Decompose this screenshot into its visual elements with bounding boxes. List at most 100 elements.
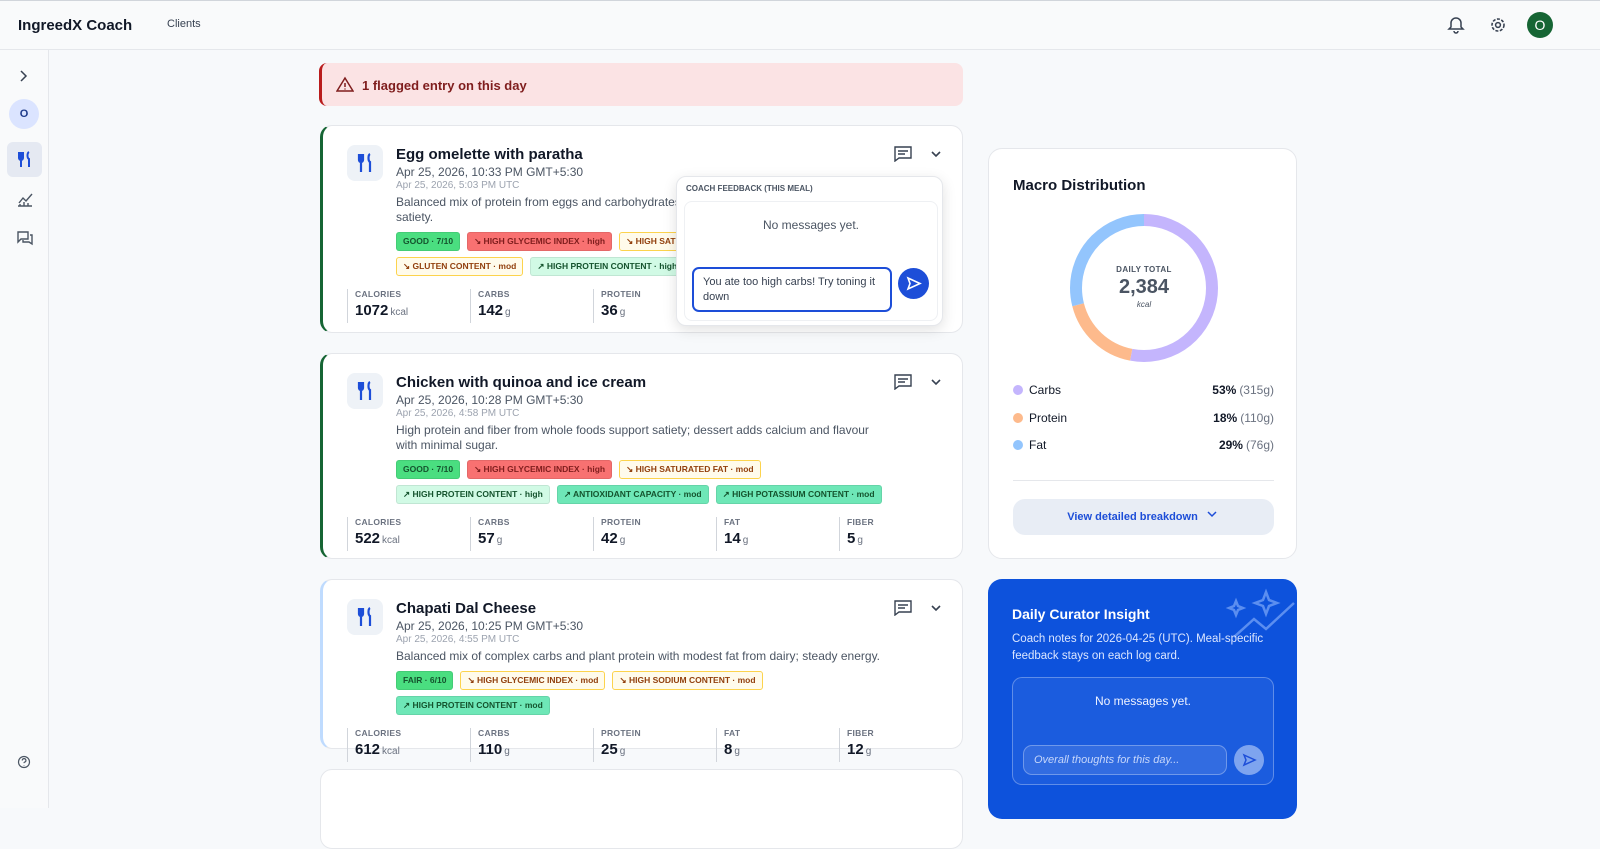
stat-value: 42 g bbox=[601, 530, 641, 547]
stat-value: 25 g bbox=[601, 741, 641, 758]
stat-value: 36 g bbox=[601, 302, 641, 319]
stat-unit: g bbox=[619, 535, 626, 546]
feedback-popup: COACH FEEDBACK (THIS MEAL) No messages y… bbox=[676, 176, 943, 326]
legend-grams: (110g) bbox=[1240, 410, 1274, 425]
stats-row: CALORIES 522 kcal CARBS 57 g PROTEIN 42 g FAT 14 g F… bbox=[347, 517, 938, 557]
legend-row: Fat 29% (76g) bbox=[1013, 437, 1274, 453]
stat-unit: g bbox=[619, 307, 626, 318]
send-button[interactable] bbox=[1234, 745, 1264, 775]
nav-active[interactable] bbox=[7, 142, 42, 177]
stat-label: CALORIES bbox=[355, 289, 402, 299]
action-icon[interactable] bbox=[894, 374, 912, 390]
avatar[interactable]: O bbox=[1527, 12, 1553, 38]
trends-icon[interactable] bbox=[16, 190, 34, 208]
stat-unit: g bbox=[865, 746, 872, 757]
nav-link[interactable]: Clients bbox=[167, 18, 201, 30]
meal-title: Egg omelette with paratha bbox=[396, 146, 583, 163]
legend-percent: 29% bbox=[1218, 438, 1243, 452]
warning-icon bbox=[336, 76, 354, 92]
legend-grams: (315g) bbox=[1239, 383, 1274, 397]
client-avatar[interactable]: O bbox=[9, 99, 39, 129]
stat-number: 42 bbox=[601, 530, 618, 547]
stat-unit: g bbox=[496, 535, 503, 546]
stat-label: CARBS bbox=[478, 517, 510, 527]
stat-label: CARBS bbox=[478, 289, 510, 299]
center-label: DAILY TOTAL bbox=[1116, 265, 1172, 274]
insight-input[interactable]: Overall thoughts for this day... bbox=[1023, 745, 1227, 775]
legend-row: Carbs 53% (315g) bbox=[1013, 382, 1274, 398]
stat-value: 57 g bbox=[478, 530, 510, 547]
stat-unit: g bbox=[619, 746, 626, 757]
chevron bbox=[1207, 511, 1217, 518]
button-text[interactable]: View detailed breakdown bbox=[1067, 511, 1198, 523]
tag-list: GOOD · 7/10 ↘ HIGH GLYCEMIC INDEX · high ↘… bbox=[396, 460, 886, 504]
bell-icon[interactable] bbox=[1447, 16, 1465, 34]
meal-card bbox=[320, 769, 963, 849]
stat-number: 57 bbox=[478, 530, 495, 547]
flag-alert: 1 flagged entry on this day bbox=[319, 63, 963, 106]
tag: ↗ HIGH PROTEIN CONTENT · high bbox=[530, 257, 685, 276]
settings-icon[interactable] bbox=[1489, 16, 1507, 34]
meals-icon[interactable] bbox=[16, 150, 34, 168]
stat-label: FIBER bbox=[847, 517, 874, 527]
stat-label: PROTEIN bbox=[601, 728, 641, 738]
expand-icon[interactable] bbox=[16, 69, 30, 83]
stat-unit: g bbox=[742, 535, 749, 546]
help-icon[interactable] bbox=[17, 755, 31, 769]
tag: ↘ GLUTEN CONTENT · mod bbox=[396, 257, 524, 276]
card-actions bbox=[894, 374, 942, 390]
stat-unit: g bbox=[504, 746, 510, 757]
feedback-input[interactable]: You ate too high carbs! Try toning it do… bbox=[692, 267, 892, 312]
empty-text: No messages yet. bbox=[762, 218, 860, 232]
action-icon[interactable] bbox=[894, 146, 912, 162]
stat-value: 12 g bbox=[847, 741, 874, 758]
stat-value: 142 g bbox=[478, 302, 511, 319]
messages-icon[interactable] bbox=[16, 229, 34, 247]
meal-title: Chicken with quinoa and ice cream bbox=[396, 374, 647, 391]
donut-segment bbox=[1070, 214, 1218, 362]
insight-panel: Daily Curator Insight Coach notes for 20… bbox=[988, 579, 1297, 819]
tag: ↘ HIGH GLYCEMIC INDEX · mod bbox=[460, 671, 606, 690]
stat: FAT 8 g bbox=[716, 728, 740, 762]
stat-label: CALORIES bbox=[355, 517, 402, 527]
stat-value: 522 kcal bbox=[355, 530, 401, 547]
stat: CALORIES 522 kcal bbox=[347, 517, 401, 551]
legend-dot bbox=[1013, 412, 1023, 423]
action-icon[interactable] bbox=[930, 146, 942, 162]
breakdown-button[interactable]: View detailed breakdown bbox=[1013, 499, 1274, 535]
stat: PROTEIN 36 g bbox=[593, 289, 641, 323]
stat-label: FAT bbox=[724, 728, 741, 738]
sidebar: O bbox=[0, 50, 49, 808]
legend-name: Protein bbox=[1029, 410, 1068, 425]
stat-label: CALORIES bbox=[355, 728, 402, 738]
tag: ↗ HIGH PROTEIN CONTENT · mod bbox=[396, 696, 550, 715]
stat-number: 1072 bbox=[355, 302, 389, 319]
stat: CALORIES 612 kcal bbox=[347, 728, 401, 762]
utc-time: Apr 25, 2026, 4:55 PM UTC bbox=[396, 634, 520, 645]
center-unit: kcal bbox=[1136, 300, 1152, 309]
meal-title: Chapati Dal Cheese bbox=[396, 600, 537, 617]
brand[interactable]: IngreedX Coach bbox=[18, 17, 133, 34]
action-icon[interactable] bbox=[930, 600, 942, 616]
meal-card: Chicken with quinoa and ice cream Apr 25,… bbox=[320, 353, 963, 559]
stat-number: 5 bbox=[847, 530, 856, 547]
stat-unit: g bbox=[734, 746, 740, 757]
divider bbox=[1013, 480, 1274, 481]
meal-card: Egg omelette with paratha Apr 25, 2026, 1… bbox=[320, 125, 963, 333]
meal-icon bbox=[347, 599, 383, 635]
stat-value: 14 g bbox=[724, 530, 748, 547]
sparkle-decoration bbox=[1225, 588, 1295, 638]
legend-value: 53% (315g) bbox=[1212, 383, 1274, 397]
action-icon[interactable] bbox=[894, 600, 912, 616]
popup-title: COACH FEEDBACK (THIS MEAL) bbox=[686, 184, 813, 193]
stat-number: 36 bbox=[601, 302, 618, 319]
tag: GOOD · 7/10 bbox=[396, 232, 461, 251]
action-icon[interactable] bbox=[930, 374, 942, 390]
stat: CARBS 110 g bbox=[470, 728, 510, 762]
stats-row: CALORIES 1072 kcal CARBS 142 g PROTEIN 36 g bbox=[347, 289, 938, 329]
stat: PROTEIN 25 g bbox=[593, 728, 641, 762]
send-button[interactable] bbox=[898, 268, 929, 299]
stat-label: CARBS bbox=[478, 728, 510, 738]
